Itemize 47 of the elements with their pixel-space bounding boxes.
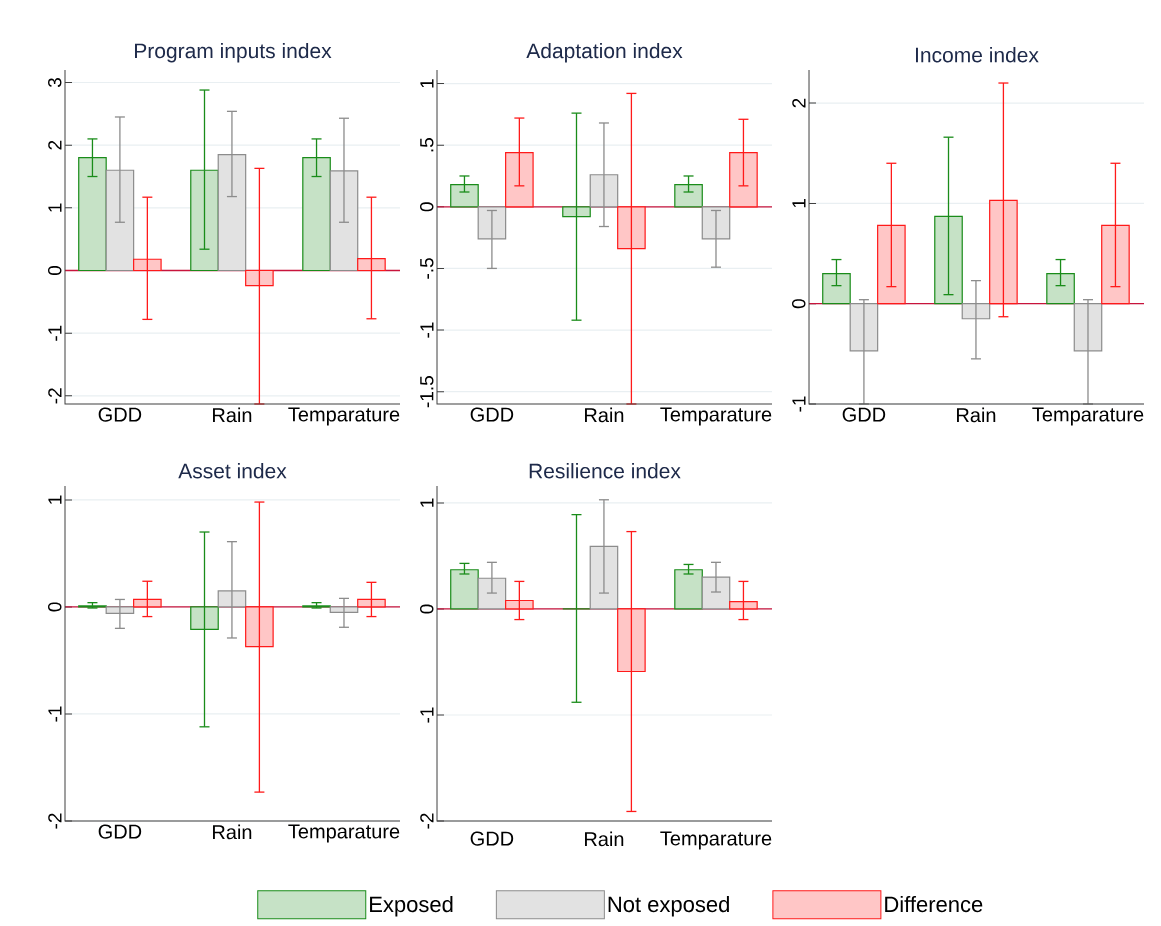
y-tick-label: 1 bbox=[48, 203, 62, 212]
y-tick-label: 0 bbox=[792, 299, 806, 309]
y-tick-label: 3 bbox=[48, 78, 62, 88]
y-tick-label: 1 bbox=[420, 498, 434, 507]
legend-label: Difference bbox=[885, 895, 983, 913]
y-tick-label: -1.5 bbox=[420, 376, 434, 408]
chart-title: Resilience index bbox=[529, 463, 681, 479]
x-tick-label: Rain bbox=[957, 407, 996, 423]
x-tick-label: Temparature bbox=[660, 831, 772, 850]
x-tick-label: GDD bbox=[98, 407, 142, 422]
legend-label: Not exposed bbox=[608, 895, 729, 917]
x-tick-label: GDD bbox=[470, 407, 514, 422]
y-tick-label: -2 bbox=[48, 388, 62, 404]
y-tick-label: -1 bbox=[420, 707, 434, 723]
x-tick-label: Rain bbox=[213, 824, 252, 840]
x-tick-label: Rain bbox=[585, 407, 624, 423]
x-tick-label: GDD bbox=[842, 407, 886, 422]
y-tick-label: 1 bbox=[420, 79, 434, 88]
y-tick-label: .5 bbox=[420, 138, 434, 152]
y-tick-label: 0 bbox=[420, 604, 434, 614]
x-tick-label: Temparature bbox=[288, 407, 400, 426]
y-tick-label: 2 bbox=[792, 98, 806, 108]
x-tick-label: Temparature bbox=[288, 824, 400, 843]
y-tick-label: -1 bbox=[48, 706, 62, 722]
y-tick-label: -2 bbox=[420, 813, 434, 829]
y-tick-label: -1 bbox=[420, 322, 434, 338]
y-tick-label: -1 bbox=[48, 325, 62, 341]
x-tick-label: Rain bbox=[585, 831, 624, 847]
chart-title: Asset index bbox=[178, 463, 287, 479]
y-tick-label: 1 bbox=[48, 495, 62, 504]
x-tick-label: GDD bbox=[98, 824, 142, 839]
x-tick-label: Temparature bbox=[1032, 407, 1144, 426]
y-tick-label: 0 bbox=[48, 265, 62, 276]
legend-label: Exposed bbox=[370, 895, 453, 917]
chart-title: Program inputs index bbox=[135, 42, 332, 63]
y-tick-label: 0 bbox=[48, 602, 62, 612]
chart-title: Adaptation index bbox=[526, 42, 683, 63]
x-tick-label: GDD bbox=[470, 831, 514, 846]
x-tick-label: Temparature bbox=[660, 407, 772, 426]
y-tick-label: -.5 bbox=[420, 258, 434, 279]
chart-title: Income index bbox=[916, 47, 1039, 63]
y-tick-label: 2 bbox=[48, 140, 62, 150]
x-tick-label: Rain bbox=[213, 407, 252, 423]
y-tick-label: -2 bbox=[48, 813, 62, 829]
y-tick-label: 1 bbox=[792, 199, 806, 208]
y-tick-label: -1 bbox=[792, 396, 806, 412]
y-tick-label: 0 bbox=[420, 202, 434, 212]
